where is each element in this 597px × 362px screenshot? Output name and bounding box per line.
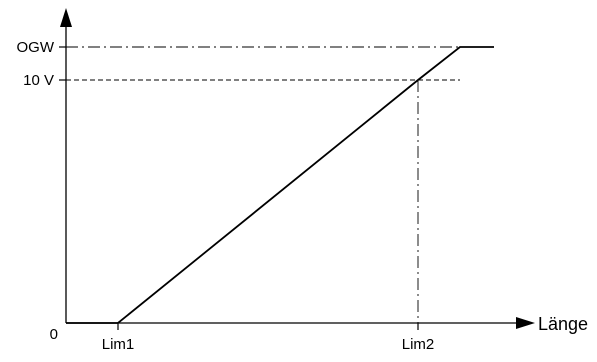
reference-lines (66, 46, 494, 323)
x-axis (66, 317, 535, 329)
y-tick-label-zero: 0 (50, 326, 58, 343)
x-tick-label-lim2: Lim2 (402, 336, 435, 353)
series-group (66, 46, 494, 324)
series-line-0 (66, 46, 494, 324)
x-axis-arrow (516, 317, 535, 329)
y-axis-arrow (60, 8, 72, 27)
y-tick-label-ogw: OGW (17, 39, 55, 56)
y-tick-label-v10: 10 V (23, 72, 54, 89)
x-tick-label-lim1: Lim1 (102, 336, 135, 353)
y-axis (60, 8, 72, 323)
axis-ticks: 0 10 V OGW Lim1 Lim2 (17, 39, 435, 353)
x-axis-label: Länge (538, 314, 588, 334)
